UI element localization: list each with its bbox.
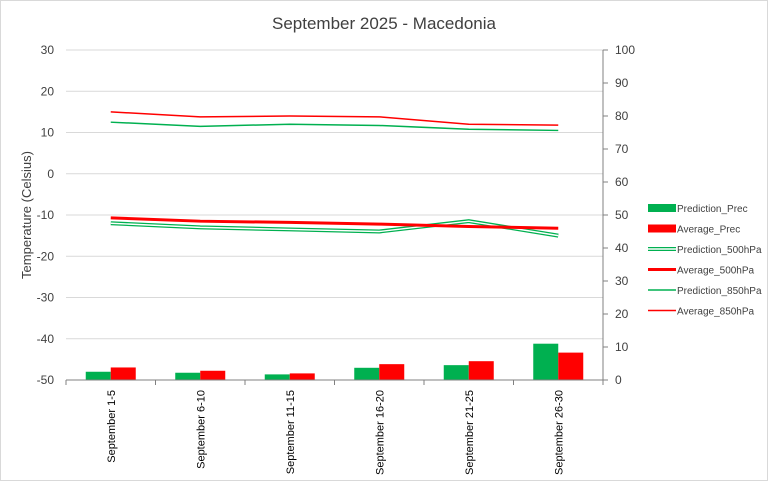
bar-average-prec — [200, 370, 226, 380]
bar-prediction-prec — [443, 365, 469, 380]
y-tick-label: -20 — [37, 249, 55, 263]
x-axis-ticks: September 1-5 September 6-10 September 11-… — [65, 380, 604, 475]
y2-tick-label: 10 — [615, 340, 629, 354]
chart-title: September 2025 - Macedonia — [272, 14, 497, 33]
bar-average-prec — [558, 352, 584, 380]
y-tick-label: 10 — [41, 126, 55, 140]
bar-prediction-prec — [175, 372, 201, 380]
y-tick-label: -10 — [37, 208, 55, 222]
legend-prediction-850hpa-label: Prediction_850hPa — [677, 286, 762, 297]
gridlines — [66, 49, 603, 381]
y2-tick-label: 20 — [615, 307, 629, 321]
y2-tick-label: 40 — [615, 241, 629, 255]
y2-tick-label: 90 — [615, 76, 629, 90]
line-average-500hpa — [110, 216, 559, 230]
bar-prediction-prec — [85, 371, 111, 380]
legend-prediction-prec-label: Prediction_Prec — [677, 204, 748, 215]
y2-tick-label: 100 — [615, 43, 635, 57]
bar-prediction-prec — [264, 374, 290, 380]
line-prediction-500hpa-inner — [110, 220, 559, 237]
y-tick-label: 20 — [41, 84, 55, 98]
line-prediction-850hpa — [110, 121, 559, 132]
y-axis-ticks: 30 20 10 0 -10 -20 -30 -40 -50 — [37, 43, 55, 387]
bar-average-prec — [289, 373, 315, 380]
y2-tick-label: 60 — [615, 175, 629, 189]
bar-average-prec — [379, 364, 405, 380]
x-tick-label: September 6-10 — [195, 390, 207, 469]
y2-tick-label: 0 — [615, 373, 622, 387]
bar-average-prec — [468, 361, 494, 380]
line-series — [110, 111, 559, 238]
x-tick-label: September 26-30 — [553, 390, 565, 475]
legend-prediction-prec-swatch — [648, 204, 676, 212]
y-tick-label: -30 — [37, 291, 55, 305]
x-tick-label: September 1-5 — [106, 390, 118, 463]
legend-average-prec-swatch — [648, 224, 676, 233]
bar-average-prec — [110, 367, 136, 380]
legend-average-500hpa-label: Average_500hPa — [677, 266, 755, 277]
x-tick-label: September 21-25 — [464, 390, 476, 475]
bar-series — [85, 343, 584, 380]
y2-tick-label: 80 — [615, 109, 629, 123]
y-tick-label: -40 — [37, 332, 55, 346]
x-tick-label: September 11-15 — [285, 390, 297, 474]
y2-tick-label: 30 — [615, 274, 629, 288]
y-tick-label: -50 — [37, 373, 55, 387]
bar-prediction-prec — [533, 343, 559, 380]
y2-tick-label: 50 — [615, 208, 629, 222]
y2-tick-label: 70 — [615, 142, 629, 156]
y-tick-label: 30 — [41, 43, 55, 57]
legend-prediction-500hpa-label: Prediction_500hPa — [677, 245, 762, 256]
legend[interactable]: Prediction_Prec Average_Prec Prediction_50… — [648, 204, 762, 318]
y-axis-label: Temperature (Celsius) — [19, 151, 34, 279]
legend-average-prec-label: Average_Prec — [677, 225, 740, 236]
legend-average-850hpa-label: Average_850hPa — [677, 307, 755, 318]
x-tick-label: September 16-20 — [374, 390, 386, 475]
bar-prediction-prec — [354, 367, 380, 380]
line-average-850hpa — [110, 111, 559, 126]
y-tick-label: 0 — [47, 167, 54, 181]
